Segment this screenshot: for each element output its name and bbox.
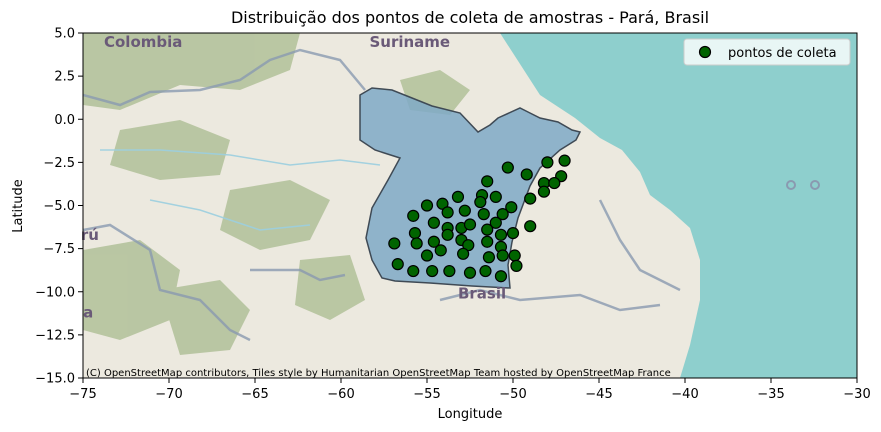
x-axis: −75 −70 −65 −60 −55 −50 −45 −40 −35 −30	[69, 378, 871, 402]
chart-title: Distribuição dos pontos de coleta de amo…	[231, 8, 709, 27]
y-tick-label: −15.0	[35, 372, 75, 387]
collection-point	[501, 161, 514, 174]
collection-point	[481, 223, 494, 236]
y-axis-label: Latitude	[11, 179, 26, 233]
y-tick-label: 0.0	[54, 113, 75, 128]
legend: pontos de coleta	[683, 38, 851, 66]
collection-point	[420, 199, 434, 212]
collection-point	[508, 249, 521, 262]
collection-point	[541, 156, 554, 169]
collection-point	[489, 216, 502, 229]
y-tick-label: 2.5	[54, 70, 75, 85]
x-tick-label: −50	[499, 387, 526, 402]
collection-point	[479, 264, 492, 278]
y-axis: 5.0 2.5 0.0 −2.5 −5.0 −7.5 −10.0 −12.5 −15.0	[35, 27, 83, 387]
collection-point	[524, 220, 537, 233]
legend-label: pontos de coleta	[728, 46, 837, 61]
collection-point	[451, 190, 465, 203]
legend-box	[683, 38, 851, 66]
x-tick-label: −45	[585, 387, 612, 402]
island	[810, 180, 820, 190]
country-borders	[83, 48, 681, 342]
collection-point	[458, 204, 471, 217]
collection-point	[408, 227, 422, 240]
collection-point	[420, 249, 434, 262]
y-tick-label: −2.5	[43, 156, 75, 171]
data-points	[388, 154, 571, 283]
collection-point	[434, 244, 447, 257]
x-tick-label: −30	[843, 387, 870, 402]
collection-point	[407, 209, 420, 222]
collection-point	[427, 216, 440, 229]
x-tick-label: −70	[155, 387, 182, 402]
map-place-label: Brasil	[458, 285, 506, 303]
collection-point	[463, 218, 477, 231]
collection-point	[481, 235, 494, 248]
map-place-label: a	[83, 304, 93, 322]
y-tick-label: −10.0	[35, 285, 75, 300]
x-tick-label: −35	[757, 387, 784, 402]
map-place-label: Colombia	[104, 33, 182, 51]
collection-point	[520, 168, 533, 181]
collection-point	[388, 237, 401, 250]
map-place-label: Suriname	[369, 33, 450, 51]
collection-point	[510, 259, 523, 272]
collection-point	[537, 185, 551, 198]
collection-point	[496, 208, 509, 221]
collection-point	[463, 266, 477, 279]
collection-point	[426, 264, 439, 278]
collection-point	[496, 249, 509, 262]
x-tick-label: −65	[241, 387, 268, 402]
collection-point	[489, 190, 502, 203]
collection-point	[524, 192, 537, 205]
collection-point	[457, 247, 470, 260]
x-tick-label: −55	[413, 387, 440, 402]
collection-point	[441, 206, 454, 219]
map-place-label: rú	[81, 226, 99, 244]
y-tick-label: −12.5	[35, 328, 75, 343]
collection-point	[443, 264, 456, 278]
y-tick-label: −7.5	[43, 242, 75, 257]
legend-marker	[698, 45, 712, 59]
collection-point	[391, 258, 404, 271]
forest-areas	[83, 33, 470, 355]
y-tick-label: 5.0	[54, 27, 75, 42]
collection-point	[494, 270, 508, 283]
y-tick-label: −5.0	[43, 199, 75, 214]
x-axis-label: Longitude	[438, 407, 503, 422]
collection-point	[482, 251, 496, 264]
x-tick-label: −40	[671, 387, 698, 402]
collection-point	[474, 195, 487, 209]
collection-point	[506, 227, 520, 240]
x-tick-label: −75	[69, 387, 96, 402]
collection-point	[477, 208, 490, 221]
x-tick-label: −60	[327, 387, 354, 402]
collection-point	[505, 201, 518, 214]
collection-point	[410, 237, 423, 250]
collection-point	[441, 228, 454, 241]
collection-point	[427, 235, 440, 248]
collection-point	[548, 176, 561, 190]
map-attribution: (C) OpenStreetMap contributors, Tiles st…	[86, 368, 671, 379]
rivers	[100, 149, 381, 231]
collection-point	[481, 175, 494, 188]
map-labels: Colombia Suriname Brasil rú a	[81, 33, 506, 322]
island	[786, 180, 796, 190]
collection-point	[494, 228, 508, 241]
collection-point	[558, 154, 571, 167]
collection-point	[407, 264, 420, 278]
